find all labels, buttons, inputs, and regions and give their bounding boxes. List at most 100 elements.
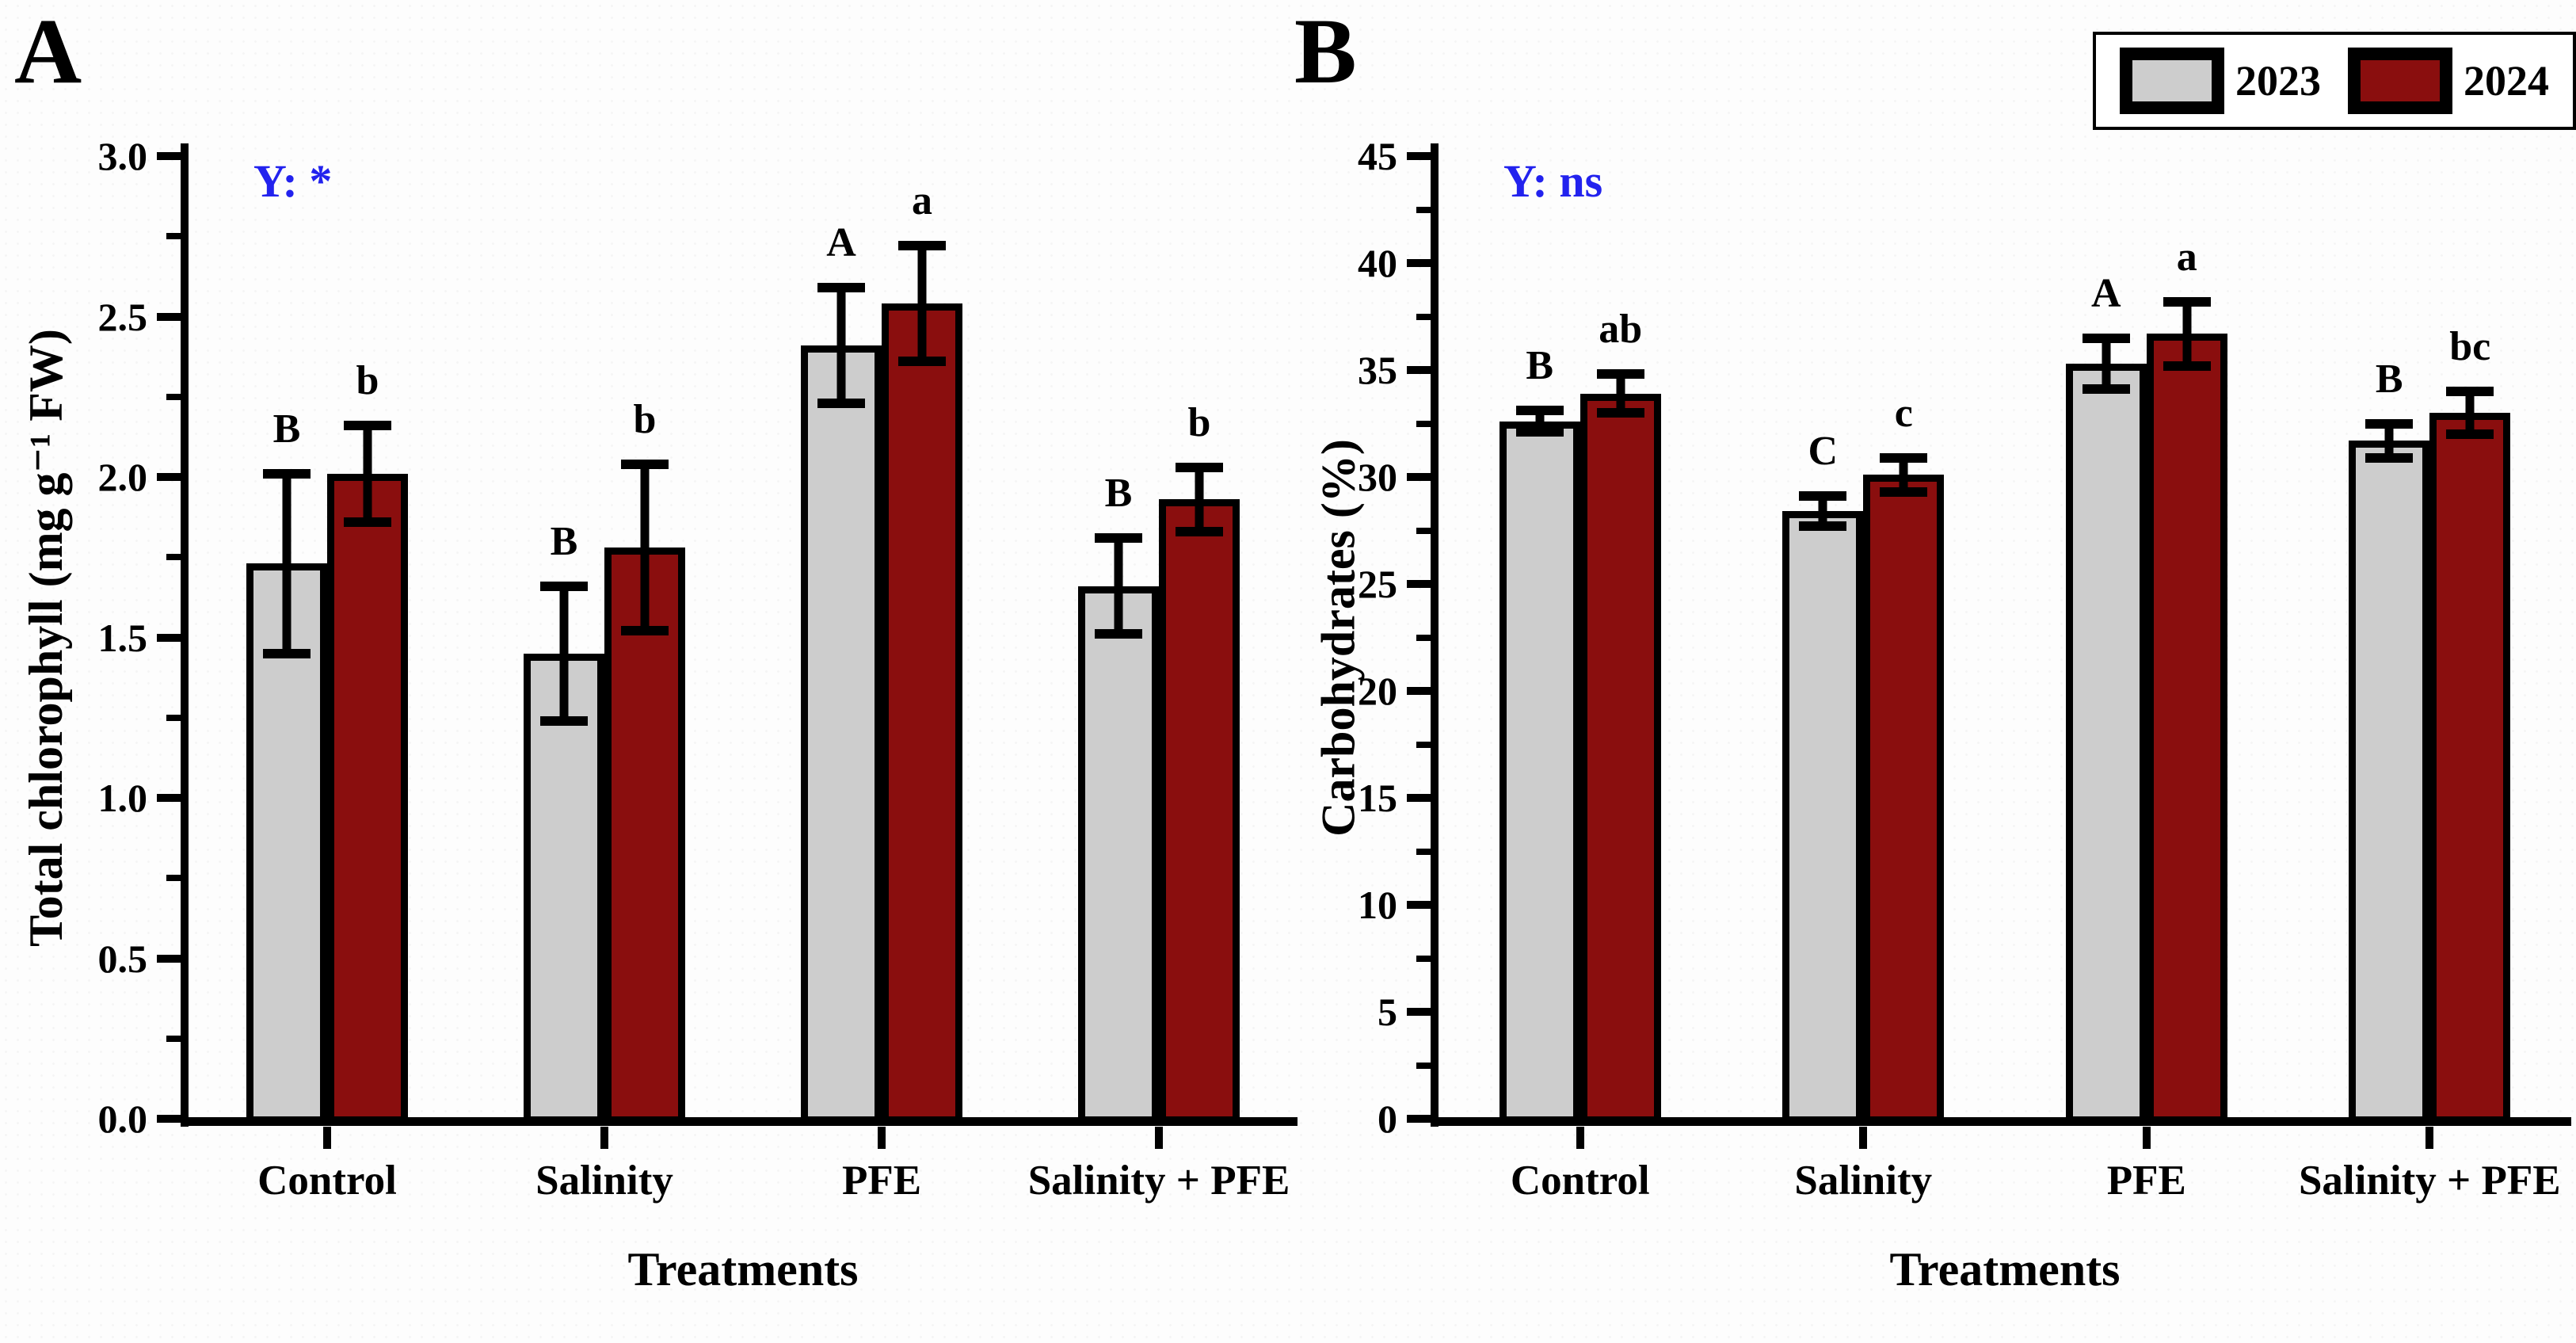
legend: 2023 2024 (2093, 32, 2576, 130)
y-axis-minor-tick (1416, 848, 1431, 855)
y-axis-spine (181, 143, 189, 1127)
significance-letter: B (550, 518, 578, 564)
error-bar-cap-bottom (1515, 427, 1564, 437)
error-bar-cap-bottom (1095, 629, 1142, 639)
bar-2024-PFE (882, 303, 962, 1124)
panel-a-significance-annotation: Y: * (253, 155, 333, 207)
y-axis-tick-label: 1.5 (97, 615, 148, 660)
y-axis-major-tick (157, 633, 181, 642)
y-axis-major-tick (1407, 580, 1431, 588)
y-axis-tick-label: 20 (1358, 669, 1397, 713)
y-axis-major-tick (1407, 901, 1431, 909)
y-axis-tick-label: 2.5 (97, 294, 148, 339)
y-axis-minor-tick (166, 554, 181, 561)
error-bar-cap-top (344, 421, 391, 431)
x-axis-tick (2425, 1127, 2434, 1149)
bar-2024-PFE (2146, 334, 2227, 1124)
error-bar-stem (1535, 410, 1545, 433)
significance-letter: B (1526, 343, 1554, 389)
x-axis-baseline (1431, 1117, 2571, 1126)
error-bar-cap-bottom (817, 398, 865, 408)
significance-letter: B (272, 406, 301, 452)
y-axis-tick-label: 25 (1358, 562, 1397, 606)
y-axis-major-tick (157, 152, 181, 160)
y-axis-tick-label: 5 (1378, 990, 1397, 1034)
y-axis-major-tick (1407, 794, 1431, 802)
y-axis-tick-label: 0 (1378, 1097, 1397, 1141)
y-axis-tick-label: 40 (1358, 241, 1397, 285)
panel-a-y-axis-title: Total chlorophyll (mg g⁻¹ FW) (20, 329, 72, 947)
legend-item-2023: 2023 (2120, 48, 2321, 114)
legend-item-2024: 2024 (2348, 48, 2549, 114)
significance-letter: B (2375, 356, 2403, 402)
bar-2023-Salinity + PFE (2349, 441, 2430, 1124)
error-bar-cap-bottom (898, 357, 946, 367)
error-bar-cap-bottom (263, 648, 311, 658)
y-axis-minor-tick (1416, 634, 1431, 641)
y-axis-minor-tick (1416, 313, 1431, 320)
y-axis-tick-label: 3.0 (97, 134, 148, 178)
error-bar-cap-bottom (1880, 486, 1928, 497)
category-label-Control: Control (1510, 1158, 1650, 1204)
y-axis-minor-tick (1416, 741, 1431, 748)
y-axis-major-tick (157, 954, 181, 963)
error-bar-cap-top (540, 581, 588, 591)
error-bar-cap-bottom (2163, 361, 2211, 371)
bar-2024-Salinity (604, 548, 685, 1124)
error-bar-stem (836, 288, 846, 403)
y-axis-major-tick (1407, 1008, 1431, 1016)
error-bar-stem (2182, 301, 2192, 366)
y-axis-tick-label: 35 (1358, 348, 1397, 392)
error-bar-cap-top (1176, 462, 1223, 472)
category-label-Salinity: Salinity (1794, 1158, 1933, 1204)
error-bar-cap-top (2082, 333, 2130, 343)
y-axis-tick-label: 0.5 (97, 936, 148, 981)
y-axis-major-tick (157, 1115, 181, 1123)
y-axis-major-tick (1407, 152, 1431, 160)
y-axis-major-tick (1407, 366, 1431, 374)
y-axis-minor-tick (166, 875, 181, 882)
error-bar-cap-top (817, 283, 865, 293)
y-axis-major-tick (157, 473, 181, 481)
error-bar-cap-top (2446, 387, 2494, 396)
bar-2024-Salinity + PFE (1159, 499, 1240, 1124)
category-label-PFE: PFE (2106, 1158, 2186, 1204)
error-bar-stem (559, 586, 569, 721)
error-bar-cap-bottom (2446, 429, 2494, 439)
error-bar-stem (282, 473, 292, 654)
y-axis-minor-tick (166, 393, 181, 400)
error-bar-cap-bottom (621, 626, 669, 636)
bar-2023-Salinity (524, 653, 604, 1124)
error-bar-stem (1899, 457, 1908, 492)
error-bar-cap-top (1095, 532, 1142, 543)
y-axis-tick-label: 45 (1358, 134, 1397, 178)
error-bar-cap-top (1596, 369, 1644, 380)
error-bar-stem (1114, 537, 1123, 635)
error-bar-cap-top (2365, 418, 2414, 429)
error-bar-stem (2465, 391, 2475, 434)
category-label-Control: Control (257, 1158, 397, 1204)
error-bar-cap-bottom (1596, 408, 1644, 418)
legend-swatch-2023-icon (2120, 48, 2224, 114)
bar-2023-Control (1499, 421, 1580, 1124)
bar-2023-Salinity (1782, 511, 1864, 1124)
y-axis-major-tick (1407, 687, 1431, 695)
category-label-Salinity + PFE: Salinity + PFE (2298, 1158, 2561, 1204)
legend-swatch-2024-icon (2348, 48, 2452, 114)
significance-letter: b (1187, 399, 1211, 445)
x-axis-tick (2142, 1127, 2151, 1149)
error-bar-cap-bottom (2365, 452, 2414, 463)
bar-2024-Salinity + PFE (2429, 413, 2511, 1124)
y-axis-major-tick (157, 794, 181, 802)
error-bar-stem (640, 464, 650, 631)
x-axis-tick (323, 1127, 331, 1149)
x-axis-tick (1859, 1127, 1868, 1149)
error-bar-cap-bottom (344, 517, 391, 527)
error-bar-cap-top (1515, 406, 1564, 416)
significance-letter: A (826, 220, 856, 266)
y-axis-major-tick (1407, 259, 1431, 267)
error-bar-stem (917, 246, 927, 362)
error-bar-cap-top (1880, 452, 1928, 463)
y-axis-minor-tick (166, 714, 181, 721)
y-axis-major-tick (1407, 473, 1431, 481)
